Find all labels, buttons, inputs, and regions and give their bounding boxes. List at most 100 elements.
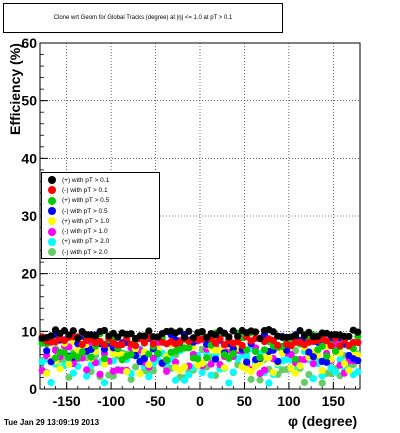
data-point (354, 328, 362, 336)
data-point (296, 326, 304, 335)
data-point (243, 358, 251, 366)
data-point (100, 340, 109, 349)
y-tick-label: 10 (21, 323, 37, 339)
data-point (83, 372, 91, 380)
data-point (74, 353, 82, 361)
legend-label: (+) with pT > 0.1 (62, 176, 110, 184)
data-point (163, 356, 171, 364)
data-point (136, 370, 144, 378)
timestamp: Tue Jan 29 13:09:19 2013 (4, 418, 100, 427)
data-point (305, 348, 313, 356)
data-point (318, 342, 326, 350)
data-point (69, 369, 77, 377)
data-point (176, 327, 184, 335)
data-point (354, 368, 362, 376)
data-point (260, 346, 269, 354)
data-point (247, 368, 255, 376)
data-point (207, 360, 215, 368)
data-point (74, 334, 82, 342)
data-point (180, 333, 189, 342)
data-point (43, 347, 51, 355)
data-point (340, 359, 349, 368)
data-point (145, 350, 153, 358)
data-point (225, 354, 233, 362)
data-point (131, 342, 140, 350)
data-point (127, 350, 135, 359)
legend-marker-icon (48, 217, 56, 226)
data-point (163, 367, 171, 375)
data-point (269, 336, 277, 344)
data-point (269, 368, 277, 377)
y-tick-label: 50 (21, 93, 37, 109)
data-point (220, 341, 229, 349)
data-point (260, 366, 269, 374)
chart-title-text: Clone wrt Geom for Global Tracks (degree… (53, 15, 233, 21)
data-point (229, 368, 237, 376)
y-axis-label: Efficiency (%) (7, 43, 23, 135)
data-point (171, 358, 180, 366)
data-point (127, 330, 135, 338)
data-point (207, 371, 215, 379)
data-point (118, 340, 126, 349)
data-point (140, 339, 149, 347)
data-point (291, 332, 300, 340)
legend-marker-icon (48, 227, 56, 236)
data-point (305, 328, 313, 336)
data-point (309, 375, 317, 383)
data-point (171, 376, 180, 384)
data-point (100, 379, 109, 387)
data-point (323, 352, 331, 360)
x-tick-label: -150 (53, 393, 81, 409)
data-point (354, 339, 362, 347)
y-tick-label: 20 (21, 266, 37, 282)
y-tick-label: 40 (21, 150, 37, 166)
data-point (194, 355, 202, 363)
legend-entry: (+) with pT > 0.1 (48, 175, 156, 185)
legend-label: (+) with pT > 0.5 (62, 197, 110, 205)
data-point (69, 327, 77, 335)
data-point (234, 332, 242, 340)
data-point (291, 369, 300, 377)
x-tick-label: -100 (97, 393, 125, 409)
data-point (309, 360, 317, 368)
data-point (345, 332, 353, 341)
data-point (100, 326, 109, 335)
data-point (331, 368, 340, 376)
data-point (291, 355, 300, 363)
x-tick-label: 50 (237, 393, 253, 409)
y-tick-label: 30 (21, 208, 37, 224)
data-point (318, 379, 326, 387)
data-point (211, 331, 220, 339)
data-point (60, 327, 69, 335)
legend-entry: (-) with pT > 2.0 (48, 247, 156, 257)
data-point (251, 347, 260, 356)
legend-entry: (+) with pT > 1.0 (48, 216, 156, 226)
legend-marker-icon (48, 207, 56, 216)
data-point (318, 366, 326, 375)
data-point (131, 363, 140, 371)
data-point (327, 342, 335, 350)
data-point (251, 328, 260, 336)
legend-entry: (-) with pT > 0.5 (48, 206, 156, 216)
data-point (269, 328, 277, 336)
data-point (256, 376, 264, 384)
data-point (243, 352, 251, 360)
legend-entry: (-) with pT > 0.1 (48, 185, 156, 195)
data-point (78, 348, 86, 356)
x-tick-label: 150 (322, 393, 346, 409)
data-point (149, 354, 157, 362)
legend-marker-icon (48, 248, 56, 257)
data-point (220, 364, 229, 372)
data-point (225, 379, 233, 387)
data-point (198, 327, 206, 336)
data-point (145, 373, 153, 381)
legend-entry: (+) with pT > 0.5 (48, 196, 156, 206)
data-point (274, 341, 282, 349)
chart-title: Clone wrt Geom for Global Tracks (degree… (3, 3, 283, 33)
legend-marker-icon (48, 186, 56, 195)
data-point (354, 356, 362, 365)
data-point (140, 332, 149, 340)
data-point (211, 355, 220, 363)
y-tick-label: 0 (29, 381, 37, 397)
legend-label: (-) with pT > 1.0 (62, 228, 108, 236)
